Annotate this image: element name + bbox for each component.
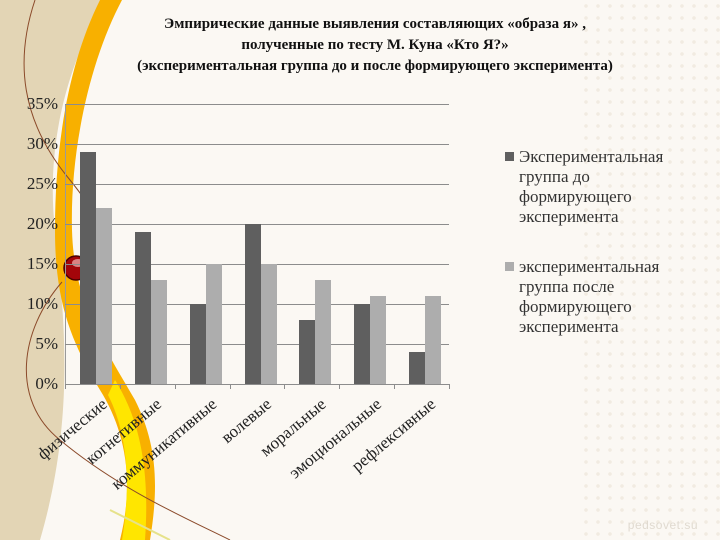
legend-label-after: экспериментальная группа после формирующ… [519,257,660,336]
bar-before [189,304,206,384]
bar-after [260,264,277,384]
bar-before [409,352,426,384]
title-line-2: полученные по тесту М. Куна «Кто Я?» [241,37,509,53]
gridline [65,184,449,185]
bar-after [96,208,112,384]
bar-before [134,232,151,384]
y-tick-label: 20% [26,214,58,233]
watermark: pedsovet.su [627,518,698,532]
bar-after [425,296,442,384]
legend-item-after: экспериментальная группа после формирующ… [505,257,705,337]
gridline [65,104,449,105]
y-tick-label: 0% [35,374,58,393]
bar-before [244,224,261,384]
bar-after [370,296,387,384]
bar-before [299,320,316,384]
x-axis-line [65,384,449,385]
y-tick-label: 5% [35,334,58,353]
gridline [65,144,449,145]
legend-swatch-before [505,152,514,161]
x-tick-mark [174,384,176,389]
x-tick-mark [229,384,231,389]
title-line-1: Эмпирические данные выявления составляющ… [164,16,586,32]
decorative-dot-pattern [580,0,720,540]
legend-label-before: Экспериментальная группа до формирующего… [519,147,664,226]
y-tick-label: 30% [26,134,58,153]
y-tick-label: 35% [26,94,58,113]
x-tick-mark [339,384,341,389]
chart-title: Эмпирические данные выявления составляющ… [70,14,680,77]
x-tick-mark [449,384,450,389]
bar-after [315,280,332,384]
y-tick-label: 25% [26,174,58,193]
y-tick-label: 15% [26,254,58,273]
x-tick-mark [284,384,286,389]
legend-item-before: Экспериментальная группа до формирующего… [505,147,705,227]
y-tick-label: 10% [26,294,58,313]
y-axis-line [65,104,66,384]
bar-after [205,264,222,384]
bar-before [354,304,371,384]
x-tick-mark [119,384,121,389]
legend-swatch-after [505,262,514,271]
bar-before [80,152,96,384]
x-tick-mark [65,384,66,389]
bar-after [150,280,167,384]
chart-legend: Экспериментальная группа до формирующего… [505,147,705,367]
x-tick-mark [394,384,396,389]
title-line-3: (экспериментальная группа до и после фор… [137,58,613,74]
